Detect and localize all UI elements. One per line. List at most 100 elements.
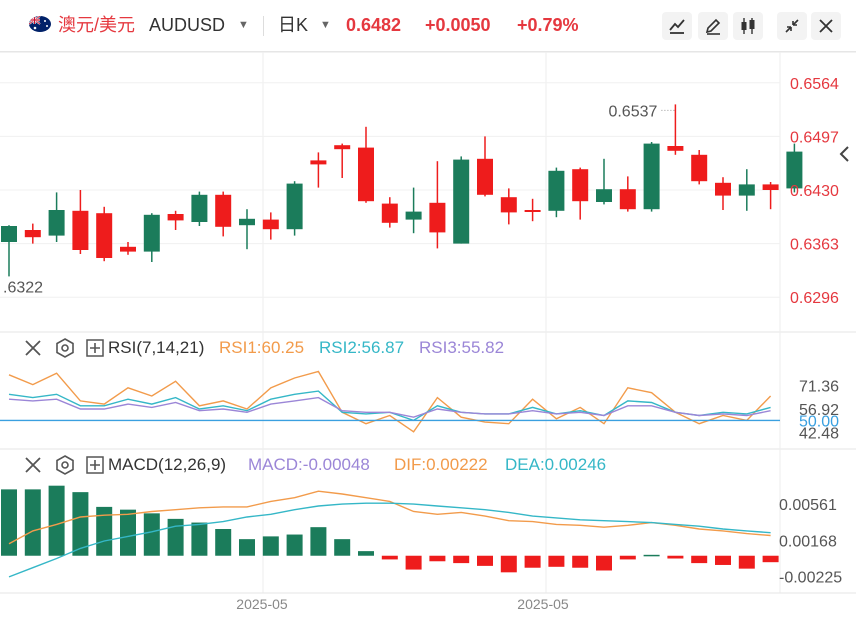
macd-histogram-bar	[143, 513, 160, 556]
macd-histogram-bar	[691, 555, 708, 564]
macd-histogram-bar	[429, 555, 446, 562]
macd-histogram-bar	[334, 539, 351, 556]
candle-body	[738, 184, 755, 196]
au-flag-icon	[29, 16, 51, 32]
candle-type-icon	[741, 18, 755, 34]
candle-body	[96, 213, 113, 258]
candle-body	[24, 230, 41, 238]
macd-histogram-bar	[120, 509, 136, 556]
candle-body	[762, 184, 779, 190]
add-icon[interactable]	[86, 339, 104, 357]
macd-histogram-bar	[310, 527, 327, 556]
candle-type-button[interactable]	[733, 12, 763, 40]
period-selector[interactable]: 日K	[278, 15, 309, 35]
macd-histogram-bar	[667, 555, 684, 559]
price-change-pct: +0.79%	[517, 15, 579, 35]
macd-histogram-bar	[167, 518, 184, 556]
price-tick-label: 0.6363	[790, 237, 839, 254]
caret-down-icon[interactable]: ▼	[238, 19, 249, 31]
pair-name[interactable]: 澳元/美元	[58, 15, 136, 35]
last-price: 0.6482	[346, 15, 402, 35]
candle-body	[143, 214, 160, 252]
rsi-line-3	[8, 396, 771, 418]
add-icon[interactable]	[86, 456, 104, 474]
candlestick-series	[1, 104, 803, 277]
macd-tick-label: 0.00168	[779, 533, 837, 550]
dif-value: DIF:0.00222	[394, 455, 488, 474]
macd-histogram-bar	[1, 489, 17, 556]
draw-button[interactable]	[698, 12, 728, 40]
macd-histogram-bar	[715, 555, 731, 565]
candle-body	[643, 143, 660, 210]
divider	[263, 16, 264, 36]
candle-body	[477, 158, 493, 195]
macd-histogram-bar	[619, 555, 636, 560]
macd-histogram-bar	[96, 506, 113, 556]
macd-histogram-bar	[381, 555, 398, 560]
price-change: +0.0050	[425, 15, 491, 35]
line-chart-button[interactable]	[662, 12, 692, 40]
rsi-line-1	[8, 370, 772, 433]
candle-body	[286, 183, 303, 230]
settings-icon[interactable]	[56, 338, 74, 358]
candle-body	[262, 219, 279, 230]
candle-body	[715, 182, 731, 196]
rsi-tick-label: 71.36	[799, 379, 839, 396]
macd-histogram-bar	[500, 555, 517, 573]
candle-body	[120, 246, 136, 252]
candle-body	[167, 214, 184, 221]
candle-body	[215, 194, 232, 227]
high-price-label: 0.6537	[608, 103, 657, 120]
close-icon[interactable]	[25, 340, 41, 356]
candle-body	[667, 146, 684, 151]
candle-body	[1, 226, 17, 242]
rsi-panel	[0, 370, 780, 433]
macd-histogram-bar	[358, 551, 374, 556]
candle-body	[310, 160, 327, 165]
date-tick-label: 2025-05	[517, 596, 569, 612]
macd-value: MACD:-0.00048	[248, 455, 370, 474]
chevron-left-icon	[839, 146, 849, 162]
line-chart-icon	[669, 19, 685, 34]
candle-body	[191, 194, 208, 222]
macd-title: MACD(12,26,9)	[108, 455, 227, 474]
macd-histogram-bar	[524, 555, 541, 568]
macd-histogram-bar	[215, 529, 232, 556]
symbol-label[interactable]: AUDUSD	[149, 15, 226, 35]
price-tick-label: 0.6497	[790, 129, 839, 146]
macd-histogram-bar	[24, 489, 41, 556]
macd-histogram-bar	[596, 555, 612, 571]
close-button[interactable]	[811, 12, 841, 40]
price-tick-label: 0.6296	[790, 290, 839, 307]
settings-icon[interactable]	[56, 455, 74, 475]
candle-body	[381, 203, 398, 223]
candle-body	[405, 211, 422, 220]
candle-body	[334, 145, 351, 150]
collapse-icon	[785, 19, 799, 33]
candle-body	[429, 202, 446, 233]
macd-histogram-bar	[286, 534, 303, 556]
caret-down-icon[interactable]: ▼	[320, 19, 331, 31]
macd-panel	[1, 485, 779, 578]
rsi2-value: RSI2:56.87	[319, 338, 405, 357]
candle-body	[524, 210, 541, 212]
dif-line	[8, 490, 771, 545]
candle-body	[572, 169, 589, 202]
candle-body	[619, 189, 636, 210]
macd-histogram-bar	[48, 485, 65, 556]
candle-body	[48, 210, 65, 236]
collapse-button[interactable]	[777, 12, 807, 40]
candle-body	[239, 218, 255, 226]
macd-tick-label: 0.00561	[779, 497, 837, 514]
price-tick-label: 0.6564	[790, 76, 839, 93]
macd-histogram-bar	[738, 555, 755, 569]
close-icon	[819, 19, 833, 33]
side-panel-toggle[interactable]	[834, 140, 856, 168]
macd-histogram-bar	[191, 522, 208, 556]
chart-header: 澳元/美元 AUDUSD ▼ 日K ▼ 0.6482 +0.0050 +0.79…	[0, 0, 856, 52]
close-icon[interactable]	[25, 457, 41, 473]
rsi3-value: RSI3:55.82	[419, 338, 505, 357]
candle-body	[786, 151, 803, 189]
macd-histogram-bar	[405, 555, 422, 570]
